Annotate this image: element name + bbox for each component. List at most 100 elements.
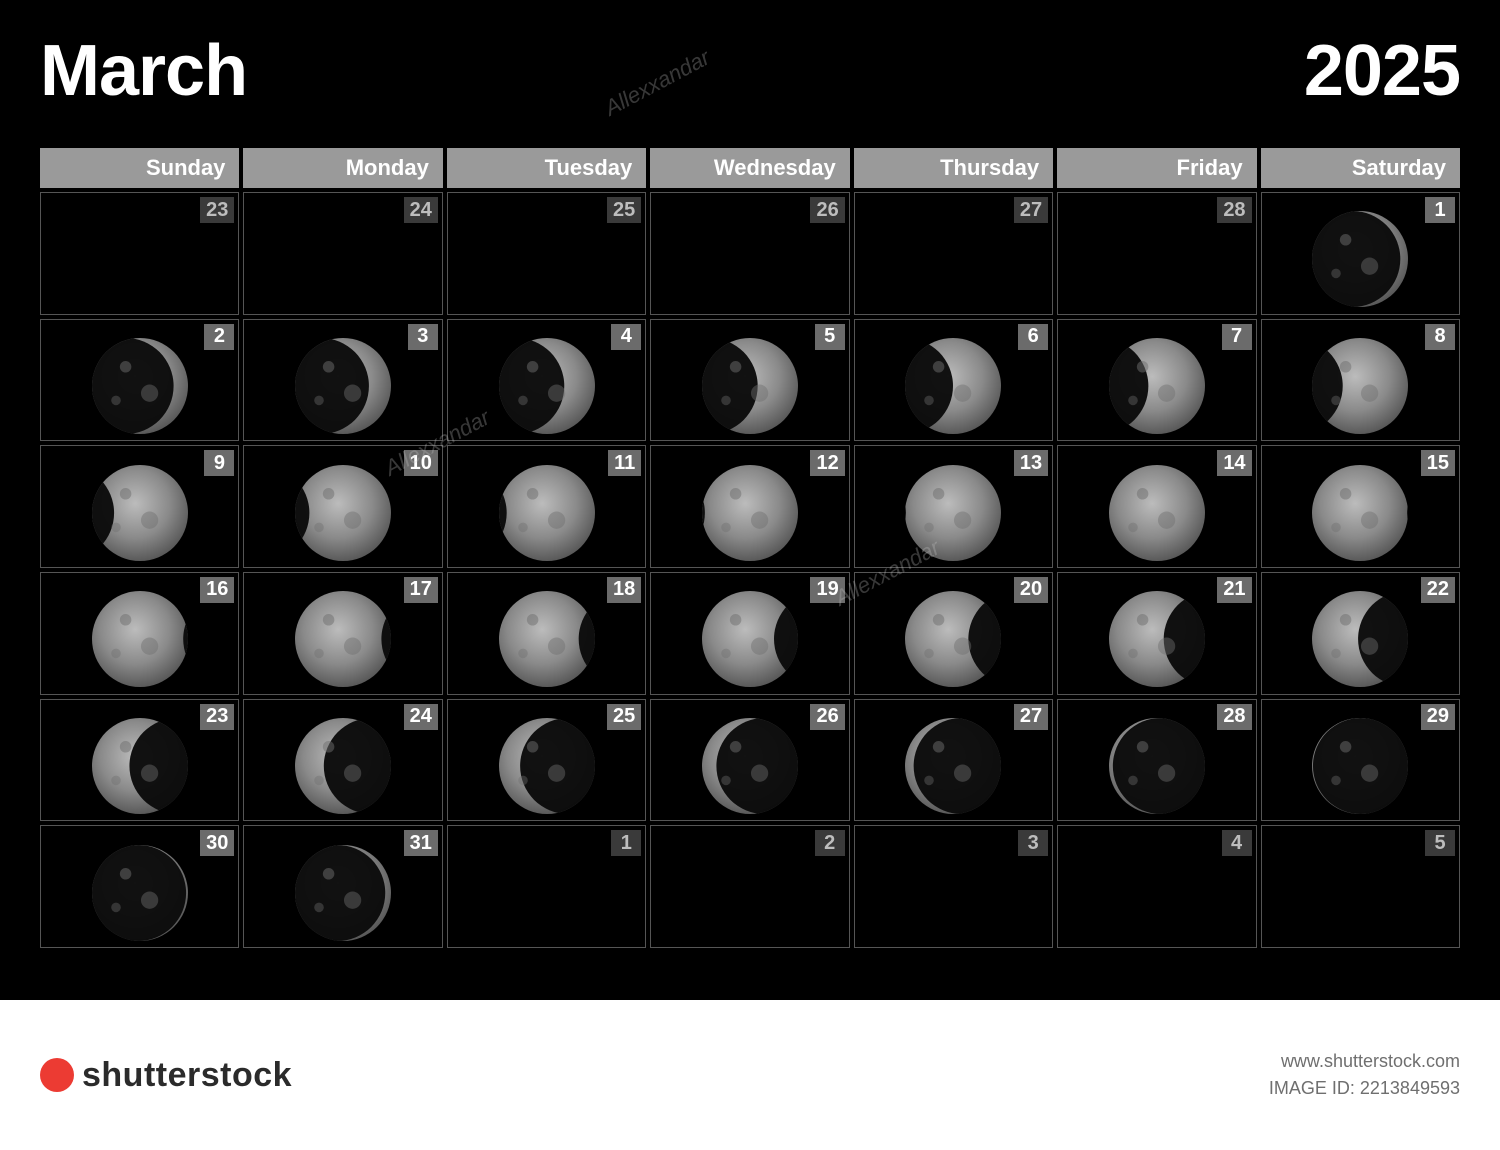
calendar-cell: 3 — [854, 825, 1053, 948]
date-number: 9 — [204, 450, 234, 476]
calendar-cell: 14 — [1057, 445, 1256, 568]
date-number: 27 — [1014, 704, 1048, 730]
calendar-cell: 9 — [40, 445, 239, 568]
day-header: Tuesday — [447, 148, 646, 188]
date-number: 24 — [404, 704, 438, 730]
date-number: 7 — [1222, 324, 1252, 350]
date-number: 26 — [810, 704, 844, 730]
brand-dot-icon — [40, 1058, 74, 1092]
moon-phase-icon — [905, 591, 1001, 687]
moon-phase-icon — [905, 465, 1001, 561]
date-number: 25 — [607, 197, 641, 223]
calendar-cell: 1 — [1261, 192, 1460, 315]
moon-phase-icon — [1312, 465, 1408, 561]
day-header: Monday — [243, 148, 442, 188]
calendar-cell: 28 — [1057, 192, 1256, 315]
calendar-cell: 31 — [243, 825, 442, 948]
moon-phase-icon — [1109, 465, 1205, 561]
day-header: Wednesday — [650, 148, 849, 188]
date-number: 31 — [404, 830, 438, 856]
calendar-cell: 10 — [243, 445, 442, 568]
date-number: 15 — [1421, 450, 1455, 476]
moon-phase-icon — [702, 718, 798, 814]
calendar-cell: 28 — [1057, 699, 1256, 822]
moon-phase-icon — [295, 845, 391, 941]
moon-phase-icon — [1109, 591, 1205, 687]
calendar-cell: 17 — [243, 572, 442, 695]
brand-logo: shutterstock — [40, 1056, 292, 1095]
date-number: 11 — [608, 450, 641, 476]
calendar-cell: 8 — [1261, 319, 1460, 442]
date-number: 13 — [1014, 450, 1048, 476]
date-number: 28 — [1217, 704, 1251, 730]
moon-phase-icon — [702, 338, 798, 434]
moon-phase-icon — [295, 591, 391, 687]
date-number: 14 — [1217, 450, 1251, 476]
moon-phase-icon — [92, 591, 188, 687]
date-number: 28 — [1217, 197, 1251, 223]
date-number: 17 — [404, 577, 438, 603]
calendar-cell: 23 — [40, 699, 239, 822]
moon-phase-icon — [905, 338, 1001, 434]
footer-meta: www.shutterstock.com IMAGE ID: 221384959… — [1269, 1048, 1460, 1102]
date-number: 26 — [810, 197, 844, 223]
calendar-cell: 20 — [854, 572, 1053, 695]
month-title: March — [40, 30, 247, 112]
calendar-cell: 16 — [40, 572, 239, 695]
moon-phase-icon — [1109, 718, 1205, 814]
date-number: 1 — [1425, 197, 1455, 223]
calendar-cell: 24 — [243, 699, 442, 822]
moon-phase-icon — [295, 338, 391, 434]
calendar-cell: 30 — [40, 825, 239, 948]
day-header: Saturday — [1261, 148, 1460, 188]
calendar-cell: 22 — [1261, 572, 1460, 695]
moon-phase-icon — [295, 718, 391, 814]
date-number: 23 — [200, 704, 234, 730]
moon-phase-icon — [295, 465, 391, 561]
footer-site: www.shutterstock.com — [1269, 1048, 1460, 1075]
date-number: 21 — [1217, 577, 1251, 603]
date-number: 8 — [1425, 324, 1455, 350]
date-number: 3 — [1018, 830, 1048, 856]
calendar-cell: 21 — [1057, 572, 1256, 695]
date-number: 24 — [404, 197, 438, 223]
calendar-cell: 23 — [40, 192, 239, 315]
calendar-cell: 3 — [243, 319, 442, 442]
calendar-header: March 2025 — [40, 30, 1460, 112]
calendar-cell: 5 — [1261, 825, 1460, 948]
date-number: 4 — [1222, 830, 1252, 856]
date-number: 2 — [204, 324, 234, 350]
calendar-cell: 5 — [650, 319, 849, 442]
calendar-cell: 1 — [447, 825, 646, 948]
date-number: 19 — [810, 577, 844, 603]
footer-image-id: IMAGE ID: 2213849593 — [1269, 1075, 1460, 1102]
date-number: 25 — [607, 704, 641, 730]
date-number: 6 — [1018, 324, 1048, 350]
calendar-cell: 25 — [447, 699, 646, 822]
moon-phase-icon — [1109, 338, 1205, 434]
calendar-cell: 15 — [1261, 445, 1460, 568]
moon-phase-icon — [1312, 591, 1408, 687]
moon-phase-icon — [702, 591, 798, 687]
moon-phase-icon — [92, 845, 188, 941]
calendar-cell: 7 — [1057, 319, 1256, 442]
date-number: 29 — [1421, 704, 1455, 730]
calendar-cell: 24 — [243, 192, 442, 315]
moon-phase-icon — [499, 591, 595, 687]
date-number: 5 — [1425, 830, 1455, 856]
calendar-cell: 19 — [650, 572, 849, 695]
calendar-grid: SundayMondayTuesdayWednesdayThursdayFrid… — [40, 148, 1460, 948]
day-header: Friday — [1057, 148, 1256, 188]
moon-phase-icon — [499, 718, 595, 814]
date-number: 22 — [1421, 577, 1455, 603]
day-header: Thursday — [854, 148, 1053, 188]
brand-name: shutterstock — [82, 1056, 292, 1095]
calendar-cell: 29 — [1261, 699, 1460, 822]
moon-phase-icon — [905, 718, 1001, 814]
calendar-cell: 25 — [447, 192, 646, 315]
calendar-cell: 27 — [854, 192, 1053, 315]
date-number: 2 — [815, 830, 845, 856]
moon-phase-icon — [92, 338, 188, 434]
date-number: 18 — [607, 577, 641, 603]
date-number: 16 — [200, 577, 234, 603]
